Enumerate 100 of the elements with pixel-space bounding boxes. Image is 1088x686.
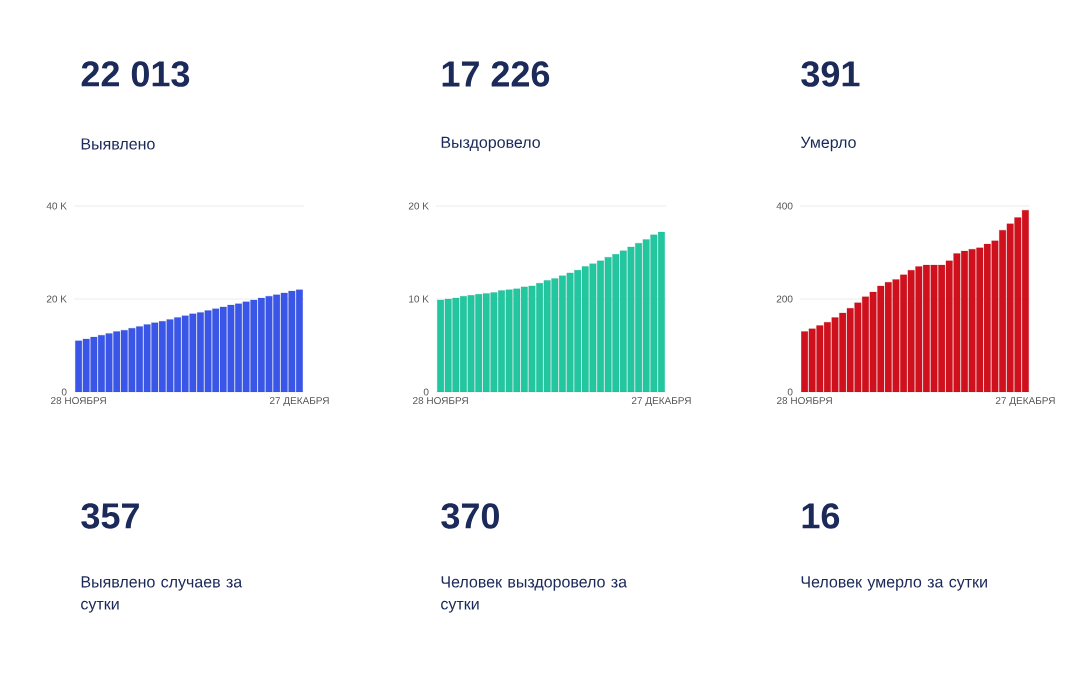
bar (235, 303, 242, 392)
bar (158, 321, 166, 392)
bar (467, 295, 475, 392)
bar (808, 328, 816, 392)
bar (1006, 223, 1014, 392)
bar (854, 302, 862, 392)
bar (869, 291, 877, 392)
bar (75, 340, 82, 392)
bar (574, 270, 582, 392)
bar (892, 279, 900, 392)
bar (983, 244, 991, 392)
bar (204, 310, 212, 392)
bar (551, 278, 559, 392)
bar (528, 285, 536, 392)
bar (877, 285, 885, 392)
bar (597, 260, 604, 392)
bar (846, 308, 854, 392)
bar (257, 297, 265, 392)
bar (273, 294, 280, 392)
bar (923, 264, 930, 392)
bar (976, 247, 984, 392)
bar (181, 315, 189, 392)
bar (635, 243, 642, 392)
bar (105, 333, 113, 392)
bar (627, 246, 635, 392)
bar (961, 250, 968, 392)
bar (520, 286, 528, 392)
bar (930, 264, 938, 392)
bar (505, 289, 513, 392)
bar (90, 337, 98, 392)
bar (1014, 217, 1022, 392)
bar (536, 283, 543, 392)
bar (581, 266, 589, 392)
text: Человек умерло за сутки (801, 576, 987, 591)
bar (460, 296, 467, 392)
bar (219, 306, 227, 392)
bar (212, 308, 220, 392)
chart-subtitle: Умерло (800, 136, 856, 152)
bar (945, 260, 953, 392)
text: 16 (802, 503, 840, 529)
bar (296, 289, 303, 392)
bar (151, 322, 159, 392)
bar (227, 304, 235, 392)
bar (242, 301, 250, 392)
bar (953, 253, 961, 392)
text: 357 (81, 503, 139, 529)
text: 370 (441, 503, 499, 529)
chart-title: 391 (801, 61, 860, 87)
bar (1022, 210, 1029, 392)
bar (915, 266, 923, 392)
bar (189, 313, 197, 392)
bar (98, 335, 105, 392)
bar (566, 272, 574, 392)
chart-subtitle: Выявлено (81, 138, 155, 150)
bar (288, 290, 296, 392)
bar (642, 239, 650, 392)
bar (482, 293, 490, 392)
bar (250, 299, 258, 392)
bar (120, 330, 128, 392)
bar (82, 338, 90, 392)
bar (280, 292, 288, 392)
bar (938, 264, 946, 392)
bar (612, 254, 620, 392)
bar (559, 275, 566, 392)
bar (265, 296, 273, 392)
bar (444, 298, 452, 392)
text: Выявлено случаев за сутки (81, 576, 243, 613)
bar (839, 312, 847, 392)
bar (475, 294, 483, 392)
bar (604, 257, 612, 392)
bar (166, 319, 174, 392)
bar (513, 288, 521, 392)
chart-subtitle: Выздоровело (441, 136, 540, 152)
bar (658, 231, 665, 392)
bar (907, 270, 915, 392)
bar (999, 230, 1006, 392)
bar (862, 296, 869, 392)
bar (801, 331, 808, 392)
bar (900, 274, 907, 392)
bar (136, 326, 143, 392)
bar (197, 312, 204, 392)
bar (490, 292, 498, 392)
bar (128, 328, 136, 392)
bar (884, 282, 892, 392)
bar (174, 317, 181, 392)
bar (824, 322, 831, 392)
bar (437, 299, 444, 392)
bar (816, 325, 824, 392)
chart-title: 22 013 (81, 61, 190, 87)
bar (498, 290, 505, 392)
bar (650, 234, 658, 392)
text: Человек выздоровело за сутки (441, 576, 628, 613)
bar (543, 280, 551, 392)
bar (143, 324, 151, 392)
bar (452, 297, 460, 392)
chart-title: 17 226 (442, 61, 550, 87)
bar (831, 317, 839, 392)
bar (619, 250, 627, 392)
bar (968, 249, 976, 392)
bar (113, 331, 121, 392)
